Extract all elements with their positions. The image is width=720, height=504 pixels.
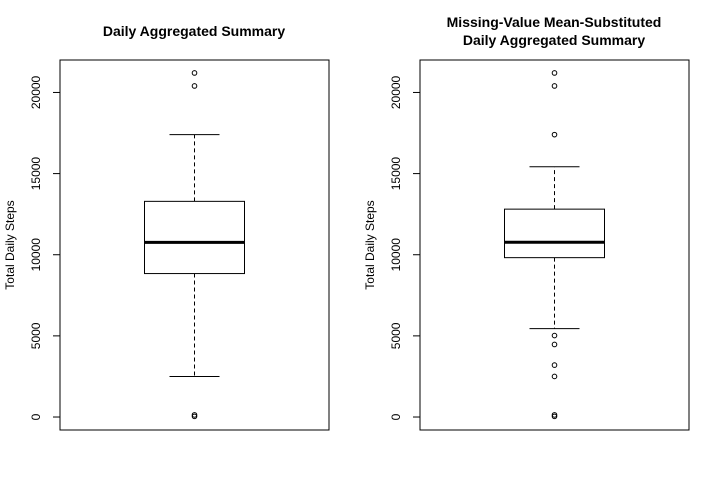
chart-title-line: Missing-Value Mean-Substituted <box>447 14 662 30</box>
outlier-point <box>551 341 558 348</box>
panel-mean-substituted-summary: Missing-Value Mean-Substituted Daily Agg… <box>363 14 690 431</box>
y-tick-label: 0 <box>29 413 43 420</box>
y-tick-label: 20000 <box>29 75 43 109</box>
y-tick-label: 5000 <box>389 322 403 349</box>
outlier-point <box>191 70 198 76</box>
y-axis-label: Total Daily Steps <box>363 200 377 289</box>
outlier-point <box>551 83 558 89</box>
chart-title-line: Daily Aggregated Summary <box>463 32 646 48</box>
chart-title-line: Daily Aggregated Summary <box>103 23 286 39</box>
outlier-point <box>551 373 558 380</box>
boxplot <box>504 70 605 420</box>
outlier-point <box>191 412 198 418</box>
panel-daily-summary: Daily Aggregated Summary 0 5000 10000 15000… <box>3 23 330 431</box>
interquartile-box <box>504 208 605 259</box>
outlier-point <box>551 131 558 138</box>
y-tick-label: 0 <box>389 413 403 420</box>
y-tick-label: 15000 <box>389 157 403 191</box>
outlier-point <box>191 83 198 89</box>
y-tick-label: 5000 <box>29 322 43 349</box>
outlier-point <box>551 362 558 368</box>
y-tick-label: 10000 <box>29 238 43 272</box>
outlier-point <box>551 332 558 339</box>
y-tick-label: 20000 <box>389 75 403 109</box>
y-axis: 0 5000 10000 15000 20000 <box>29 75 61 420</box>
y-axis: 0 5000 10000 15000 20000 <box>389 75 421 420</box>
outlier-point <box>551 412 558 418</box>
boxplot <box>144 70 245 420</box>
interquartile-box <box>144 200 245 275</box>
y-axis-label: Total Daily Steps <box>3 200 17 289</box>
outlier-point <box>551 70 558 76</box>
y-tick-label: 10000 <box>389 238 403 272</box>
y-tick-label: 15000 <box>29 157 43 191</box>
